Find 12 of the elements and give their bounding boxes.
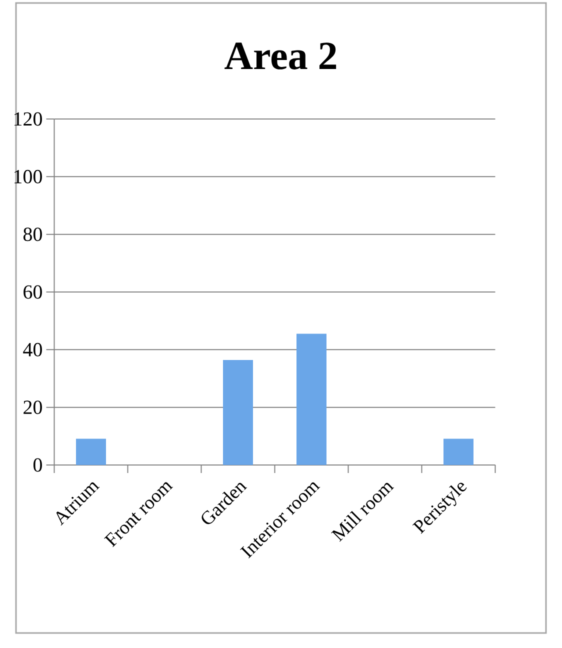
bar (222, 360, 253, 465)
bar (443, 438, 474, 465)
chart-title: Area 2 (224, 42, 336, 70)
y-tick-label: 0 (33, 458, 42, 472)
y-tick-label: 120 (14, 112, 42, 126)
y-tick-label: 40 (23, 342, 42, 356)
y-tick-label: 100 (14, 170, 42, 184)
bar (296, 334, 326, 465)
bar (76, 438, 106, 465)
y-tick-label: 80 (23, 228, 42, 242)
y-tick-label: 20 (24, 400, 42, 414)
y-tick-label: 60 (24, 285, 42, 299)
